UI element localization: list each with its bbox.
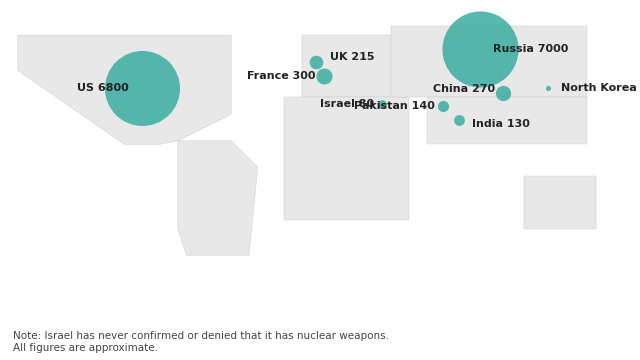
Text: North Korea 20: North Korea 20 [561, 83, 640, 93]
Polygon shape [524, 176, 596, 229]
Point [475, 46, 485, 52]
Text: China 270: China 270 [433, 84, 495, 94]
Point [137, 85, 147, 91]
Point [438, 103, 448, 108]
Text: France 300: France 300 [247, 71, 316, 81]
Polygon shape [302, 35, 391, 97]
Text: Israel 80: Israel 80 [320, 99, 374, 109]
Polygon shape [178, 141, 258, 255]
Point [454, 117, 464, 122]
Text: India 130: India 130 [472, 119, 530, 129]
Text: Pakistan 140: Pakistan 140 [354, 100, 435, 111]
Point [498, 90, 508, 96]
Point [311, 59, 321, 64]
Text: Russia 7000: Russia 7000 [493, 44, 569, 54]
Point [319, 73, 329, 78]
Polygon shape [427, 97, 587, 144]
Text: UK 215: UK 215 [330, 52, 374, 62]
Polygon shape [391, 26, 587, 97]
Polygon shape [284, 97, 409, 220]
Text: US 6800: US 6800 [77, 83, 129, 93]
Point [543, 85, 553, 91]
Text: Note: Israel has never confirmed or denied that it has nuclear weapons.
All figu: Note: Israel has never confirmed or deni… [13, 331, 389, 353]
Point [377, 101, 387, 107]
Polygon shape [18, 35, 231, 144]
